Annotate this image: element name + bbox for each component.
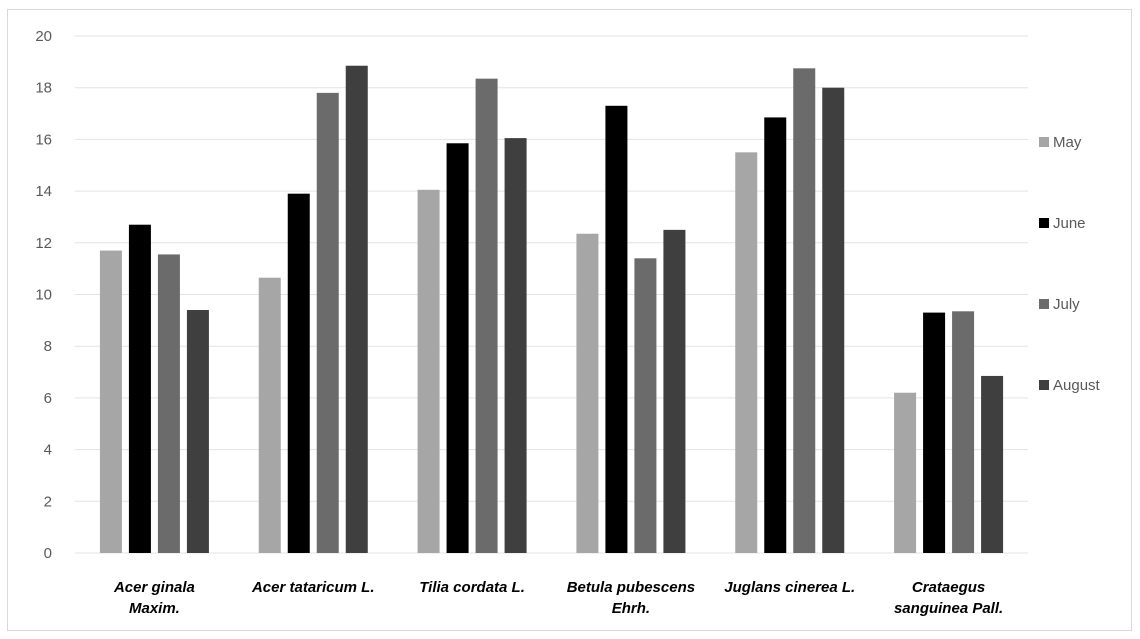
x-category-label: sanguinea Pall. [894, 600, 1003, 617]
bar-june [446, 143, 469, 553]
legend-swatch-july [1039, 299, 1049, 309]
y-tick-label: 0 [44, 545, 52, 562]
bar-august [186, 310, 209, 553]
y-tick-label: 18 [35, 80, 52, 97]
bar-may [417, 189, 440, 553]
bar-august [822, 87, 845, 553]
bar-july [634, 258, 657, 553]
legend-swatch-may [1039, 137, 1049, 147]
y-tick-label: 4 [44, 442, 52, 459]
bar-june [128, 224, 151, 553]
y-tick-label: 16 [35, 131, 52, 148]
legend-label-august: August [1053, 377, 1101, 394]
x-category-label: Acer tataricum L. [251, 579, 375, 596]
bar-may [894, 392, 917, 553]
x-category-label: Tilia cordata L. [419, 579, 525, 596]
x-category-label: Acer ginala [113, 579, 195, 596]
bar-august [981, 375, 1004, 553]
legend-label-may: May [1053, 134, 1082, 151]
bar-june [287, 193, 310, 553]
bar-june [923, 312, 946, 553]
bar-may [258, 277, 281, 553]
x-category-label: Crataegus [912, 579, 985, 596]
bar-july [793, 68, 816, 553]
y-tick-label: 10 [35, 287, 52, 304]
bar-july [157, 254, 180, 553]
legend-label-june: June [1053, 215, 1086, 232]
bar-may [735, 152, 758, 553]
bar-may [576, 233, 599, 553]
x-category-label: Maxim. [129, 600, 180, 617]
legend-label-july: July [1053, 296, 1080, 313]
y-tick-label: 20 [35, 28, 52, 45]
legend-swatch-august [1039, 380, 1049, 390]
y-tick-label: 12 [35, 235, 52, 252]
bar-august [345, 65, 368, 553]
bar-july [952, 311, 975, 553]
y-tick-label: 8 [44, 338, 52, 355]
x-category-label: Ehrh. [612, 600, 650, 617]
legend-swatch-june [1039, 218, 1049, 228]
y-tick-label: 6 [44, 390, 52, 407]
bar-june [764, 117, 787, 554]
x-category-label: Betula pubescens [567, 579, 695, 596]
y-tick-label: 14 [35, 183, 52, 200]
bar-august [663, 229, 686, 553]
x-category-label: Juglans cinerea L. [724, 579, 855, 596]
bar-july [316, 92, 339, 554]
bar-june [605, 105, 628, 554]
y-tick-label: 2 [44, 493, 52, 510]
bar-july [475, 78, 498, 553]
bar-may [99, 250, 122, 553]
bar-august [504, 138, 527, 554]
